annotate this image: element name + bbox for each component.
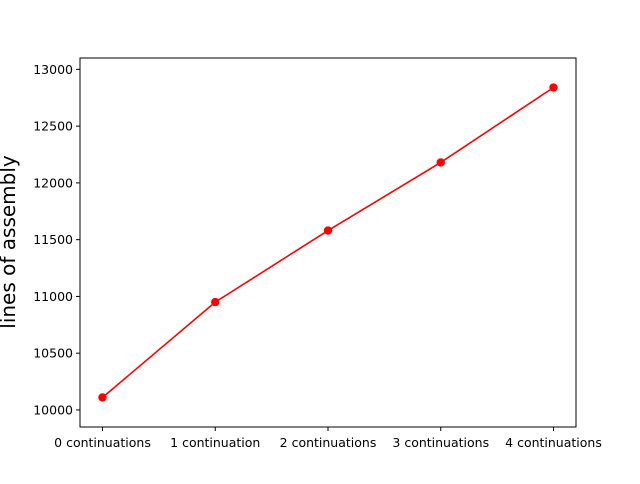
data-point <box>211 297 220 307</box>
y-tick-label: 12000 <box>33 175 73 190</box>
y-tick-label: 10000 <box>33 402 73 417</box>
data-point <box>98 393 107 402</box>
data-point <box>549 83 558 92</box>
y-tick-label: 11500 <box>33 232 73 247</box>
x-tick-label: 0 continuations <box>54 435 151 450</box>
y-tick-label: 11000 <box>33 289 73 304</box>
x-tick-label: 4 continuations <box>505 435 602 450</box>
x-tick-label: 3 continuations <box>392 435 489 450</box>
y-axis: 10000 10500 11000 11500 12000 12500 13000 <box>33 62 80 417</box>
data-point <box>436 158 445 167</box>
series-layer <box>98 83 558 402</box>
y-axis-label: lines of assembly <box>0 155 20 329</box>
x-tick-label: 1 continuation <box>170 435 260 450</box>
plot-area <box>79 57 577 428</box>
y-tick-label: 13000 <box>33 62 73 77</box>
x-axis: 0 continuations 1 continuation 2 continuat… <box>54 427 602 450</box>
y-tick-label: 12500 <box>33 119 73 134</box>
data-point <box>323 226 333 235</box>
x-tick-label: 2 continuations <box>280 435 377 450</box>
y-tick-label: 10500 <box>33 346 73 361</box>
